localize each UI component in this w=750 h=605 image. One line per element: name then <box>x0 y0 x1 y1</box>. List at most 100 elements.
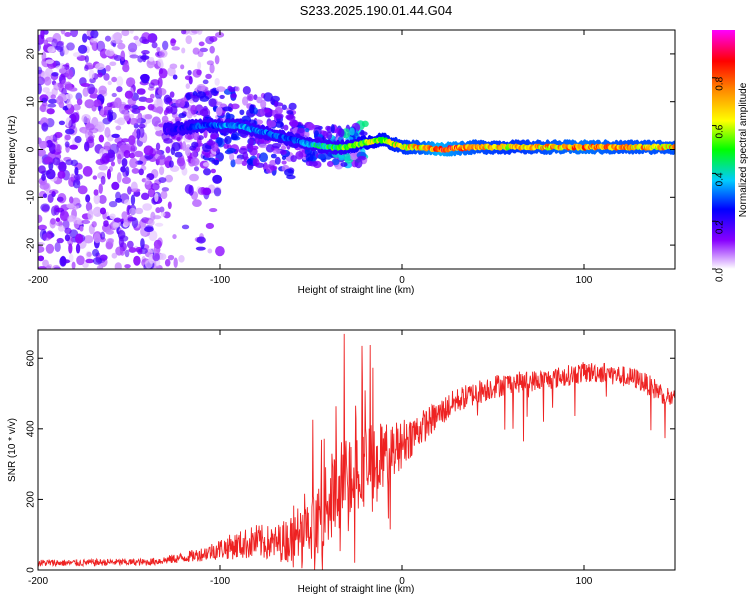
spectrogram-cell <box>263 92 273 102</box>
spectrogram-cell <box>165 146 171 154</box>
spectrogram-cell <box>196 91 207 98</box>
spectrogram-cell <box>142 203 153 211</box>
spectrogram-cell <box>98 194 107 204</box>
spectrogram-cell <box>49 189 59 195</box>
spectrogram-cell <box>54 143 62 153</box>
spectrogram-cell <box>38 224 47 231</box>
spectrogram-cell <box>361 120 369 128</box>
spectrogram-cell <box>270 153 277 159</box>
spectrogram-cell <box>71 261 76 269</box>
spectrogram-cell <box>64 234 71 242</box>
spectrogram-cell <box>149 93 155 99</box>
spectrogram-cell <box>205 222 215 230</box>
spectrogram-cell <box>263 107 271 113</box>
colorbar-gradient <box>712 30 735 269</box>
spectrogram-cell <box>120 50 126 62</box>
spectrogram-cell <box>234 158 243 165</box>
spectrogram-cell <box>92 257 103 265</box>
spectrogram-cell <box>238 147 248 155</box>
spectrogram-cell <box>101 153 110 164</box>
spectrogram-cell <box>164 174 174 183</box>
spectrogram-cell <box>111 76 118 83</box>
snr-frame <box>37 329 676 571</box>
spectrogram-cell <box>181 141 187 152</box>
spectrogram-cell <box>126 240 134 249</box>
spectrogram-cell <box>68 243 73 254</box>
spectrogram-cell <box>123 61 130 69</box>
spectrogram-cell <box>61 79 67 86</box>
spectrogram-cell <box>46 108 55 115</box>
spectrogram-cell <box>58 120 65 126</box>
spectrogram-cell <box>73 173 83 180</box>
colorbar: 0.0 0.2 0.4 0.6 0.8 Normalized spectral ampl… <box>712 30 749 282</box>
spectrogram-cell <box>303 130 310 139</box>
spectrogram-cell <box>127 217 137 222</box>
spectrogram-cell <box>105 229 114 235</box>
spectrogram-cell <box>52 264 61 269</box>
spectrogram-cell <box>280 145 287 150</box>
spectrogram-cell <box>45 265 52 269</box>
spectrogram-cell <box>304 128 310 133</box>
spectrogram-cell <box>76 219 84 225</box>
spectrogram-cell <box>52 157 61 166</box>
spectrogram-cell <box>41 173 46 181</box>
spectrogram-cell <box>98 164 108 171</box>
spectrogram-cell <box>354 158 363 169</box>
spectrogram-cell <box>239 109 245 116</box>
spectrogram-cell <box>305 153 314 163</box>
spectrogram-cell <box>185 92 191 101</box>
spectrogram-cell <box>103 220 109 227</box>
spectrogram-cell <box>82 165 93 177</box>
spectrogram-cell <box>84 64 89 72</box>
spectrogram-cell <box>45 243 55 254</box>
snr-x-ticks: -200 -100 0 100 <box>28 330 593 587</box>
spectrogram-cell <box>68 119 76 131</box>
spectrogram-cell <box>111 92 117 98</box>
colorbar-label: Normalized spectral amplitude <box>738 82 749 217</box>
spectrogram-cell <box>92 248 100 257</box>
spectrogram-cell <box>120 166 126 173</box>
spectrogram-cell <box>190 157 200 167</box>
spectrogram-cell <box>196 236 206 244</box>
spectrogram-cell <box>116 172 122 183</box>
spectrogram-cell <box>76 98 83 106</box>
spectrogram-cell <box>172 74 178 80</box>
spectrogram-cell <box>274 113 284 120</box>
spectrogram-cell <box>74 135 82 143</box>
spectrogram-cell <box>158 68 168 79</box>
spectrogram-cell <box>289 119 299 128</box>
spectrogram-cell <box>131 108 141 114</box>
spectrogram-cell <box>92 175 98 180</box>
spectrogram-cell <box>171 46 181 51</box>
spectrogram-cell <box>127 97 137 106</box>
spectrogram-cell <box>113 55 123 62</box>
spectrogram-cell <box>58 68 67 74</box>
spectrogram-cell <box>157 77 163 88</box>
spectrogram-cell <box>152 252 160 262</box>
spectrogram-cell <box>286 110 294 115</box>
spectrogram-cell <box>290 155 297 163</box>
spectrogram-cell <box>116 117 126 126</box>
colorbar-tick-label: 0.0 <box>715 268 726 282</box>
spectrogram-cell <box>154 192 159 202</box>
spectrogram-cell <box>41 122 49 132</box>
spectrogram-cell <box>159 206 165 213</box>
spectrogram-cell <box>57 193 67 204</box>
spectrogram-cell <box>148 56 155 62</box>
spectrogram-cell <box>98 183 103 194</box>
spectrogram-cell <box>226 147 236 153</box>
spectrogram-cell <box>241 160 248 167</box>
spectrogram-cell <box>281 160 287 165</box>
spectrogram-cell <box>131 167 140 174</box>
spectrogram-cell <box>39 140 48 149</box>
spectrogram-cell <box>150 79 160 86</box>
spectrogram-cell <box>90 30 99 39</box>
spectrogram-cell <box>38 83 42 95</box>
spectrogram-cell <box>77 44 88 54</box>
spectrogram-cell <box>169 63 178 70</box>
spectrogram-cell <box>105 64 111 72</box>
spectrogram-cell <box>147 219 155 226</box>
spectrogram-cell <box>230 159 236 168</box>
spectrogram-cell <box>138 168 144 176</box>
